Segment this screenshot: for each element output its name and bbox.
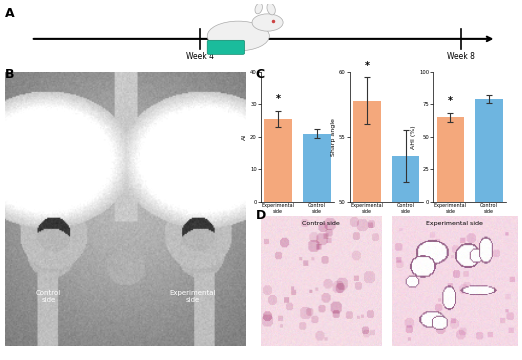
Text: *: * [364, 61, 370, 71]
Text: B: B [5, 68, 15, 81]
Y-axis label: AHI (%): AHI (%) [411, 125, 416, 149]
Text: Experimental side: Experimental side [426, 221, 482, 226]
Ellipse shape [252, 14, 283, 31]
Text: D: D [256, 209, 266, 222]
Text: Experimental
side: Experimental side [169, 290, 216, 303]
Text: C: C [256, 68, 265, 81]
Text: Week 4: Week 4 [186, 52, 213, 61]
Text: Control
side: Control side [36, 290, 61, 303]
Text: Week 8: Week 8 [446, 52, 474, 61]
Bar [392, 156, 420, 360]
Text: A: A [5, 7, 15, 20]
Y-axis label: Sharp angle: Sharp angle [331, 118, 336, 156]
Ellipse shape [267, 3, 275, 15]
Text: *: * [448, 96, 453, 106]
Bar [475, 99, 503, 202]
Ellipse shape [207, 21, 269, 51]
Bar [303, 134, 331, 202]
Text: Control side: Control side [302, 221, 340, 226]
Y-axis label: AI: AI [242, 134, 247, 140]
FancyBboxPatch shape [207, 40, 244, 54]
Bar [353, 100, 381, 360]
Text: *: * [276, 94, 281, 104]
Bar [436, 117, 465, 202]
Ellipse shape [255, 3, 263, 14]
Bar [264, 119, 292, 202]
